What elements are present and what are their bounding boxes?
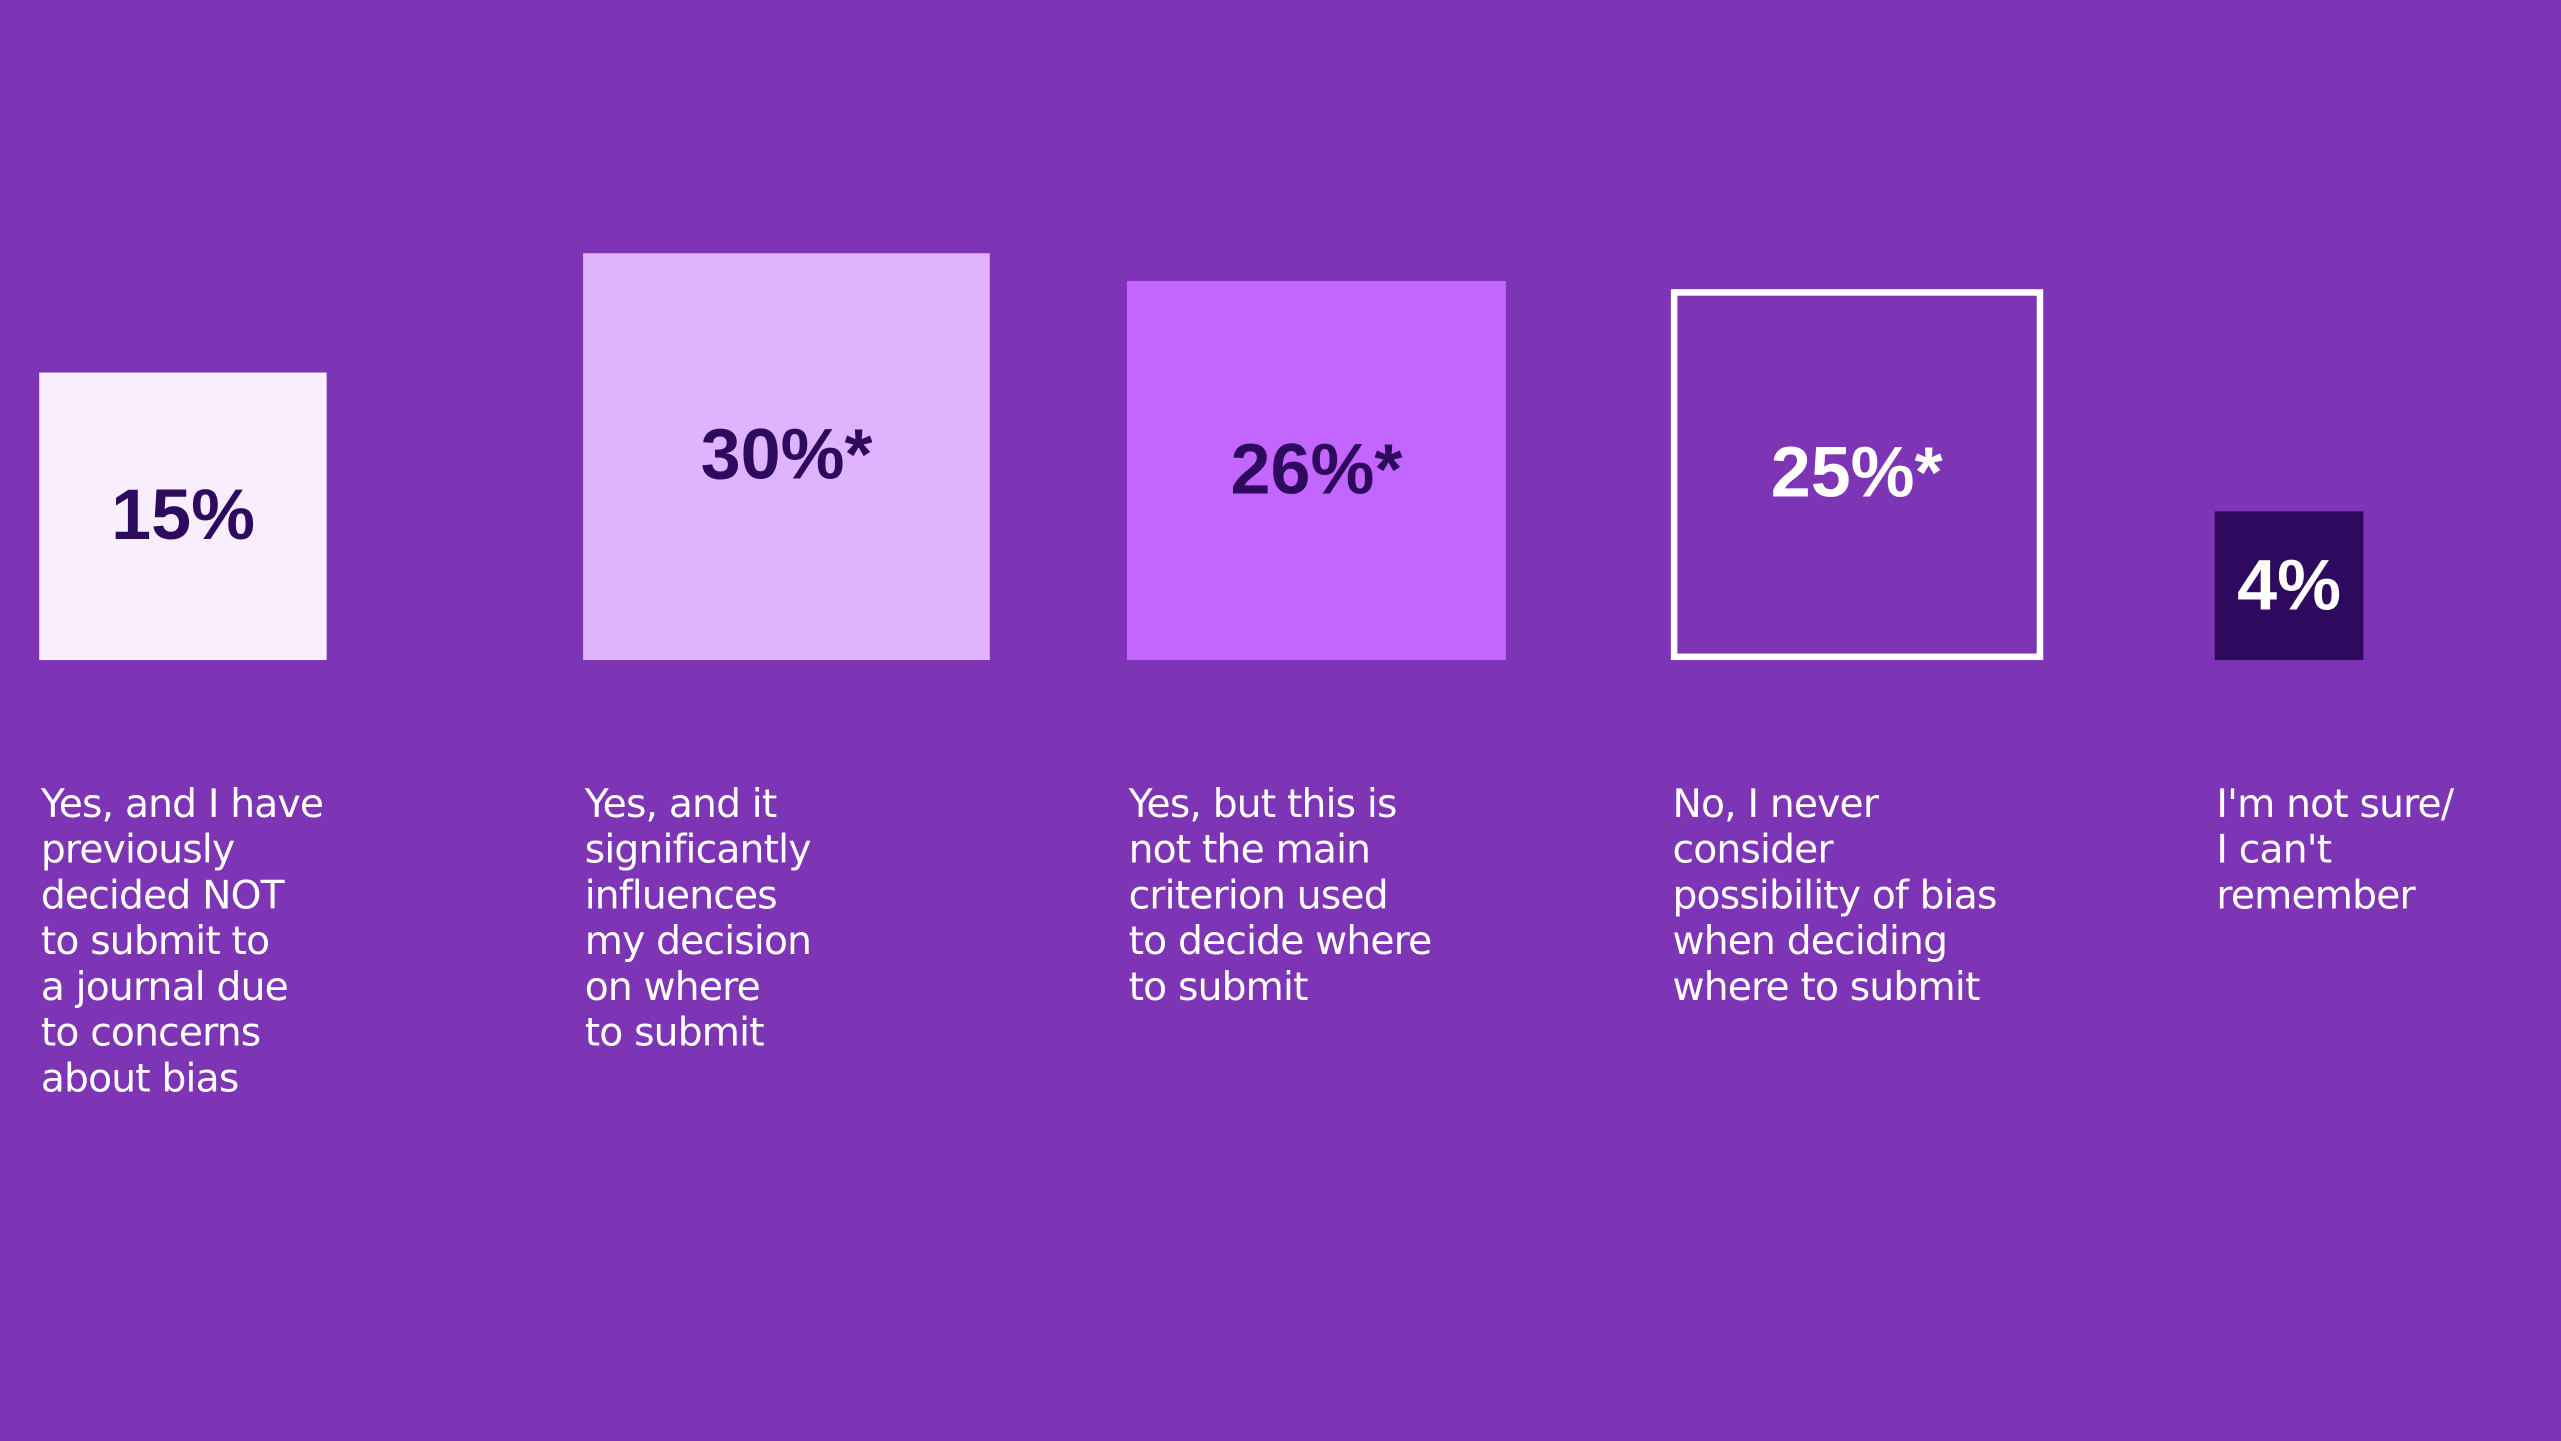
square: 4% <box>2214 511 2364 661</box>
value-label: 26%* <box>1230 429 1403 510</box>
value-label: 30%* <box>700 415 873 496</box>
square: 30%* <box>583 252 991 661</box>
category-label: Yes, and it significantly influences my … <box>584 780 812 1056</box>
value-label: 25%* <box>1770 433 1943 514</box>
category-label: I'm not sure/ I can't remember <box>2216 780 2454 919</box>
square: 25%* <box>1670 288 2043 661</box>
value-label: 4% <box>2237 544 2341 625</box>
square: 15% <box>39 372 328 661</box>
category-label: Yes, and I have previously decided NOT t… <box>40 780 324 1102</box>
category-label: No, I never consider possibility of bias… <box>1672 780 1997 1010</box>
value-label: 15% <box>111 475 256 556</box>
category-label: Yes, but this is not the main criterion … <box>1128 780 1433 1010</box>
square: 26%* <box>1126 280 1506 661</box>
